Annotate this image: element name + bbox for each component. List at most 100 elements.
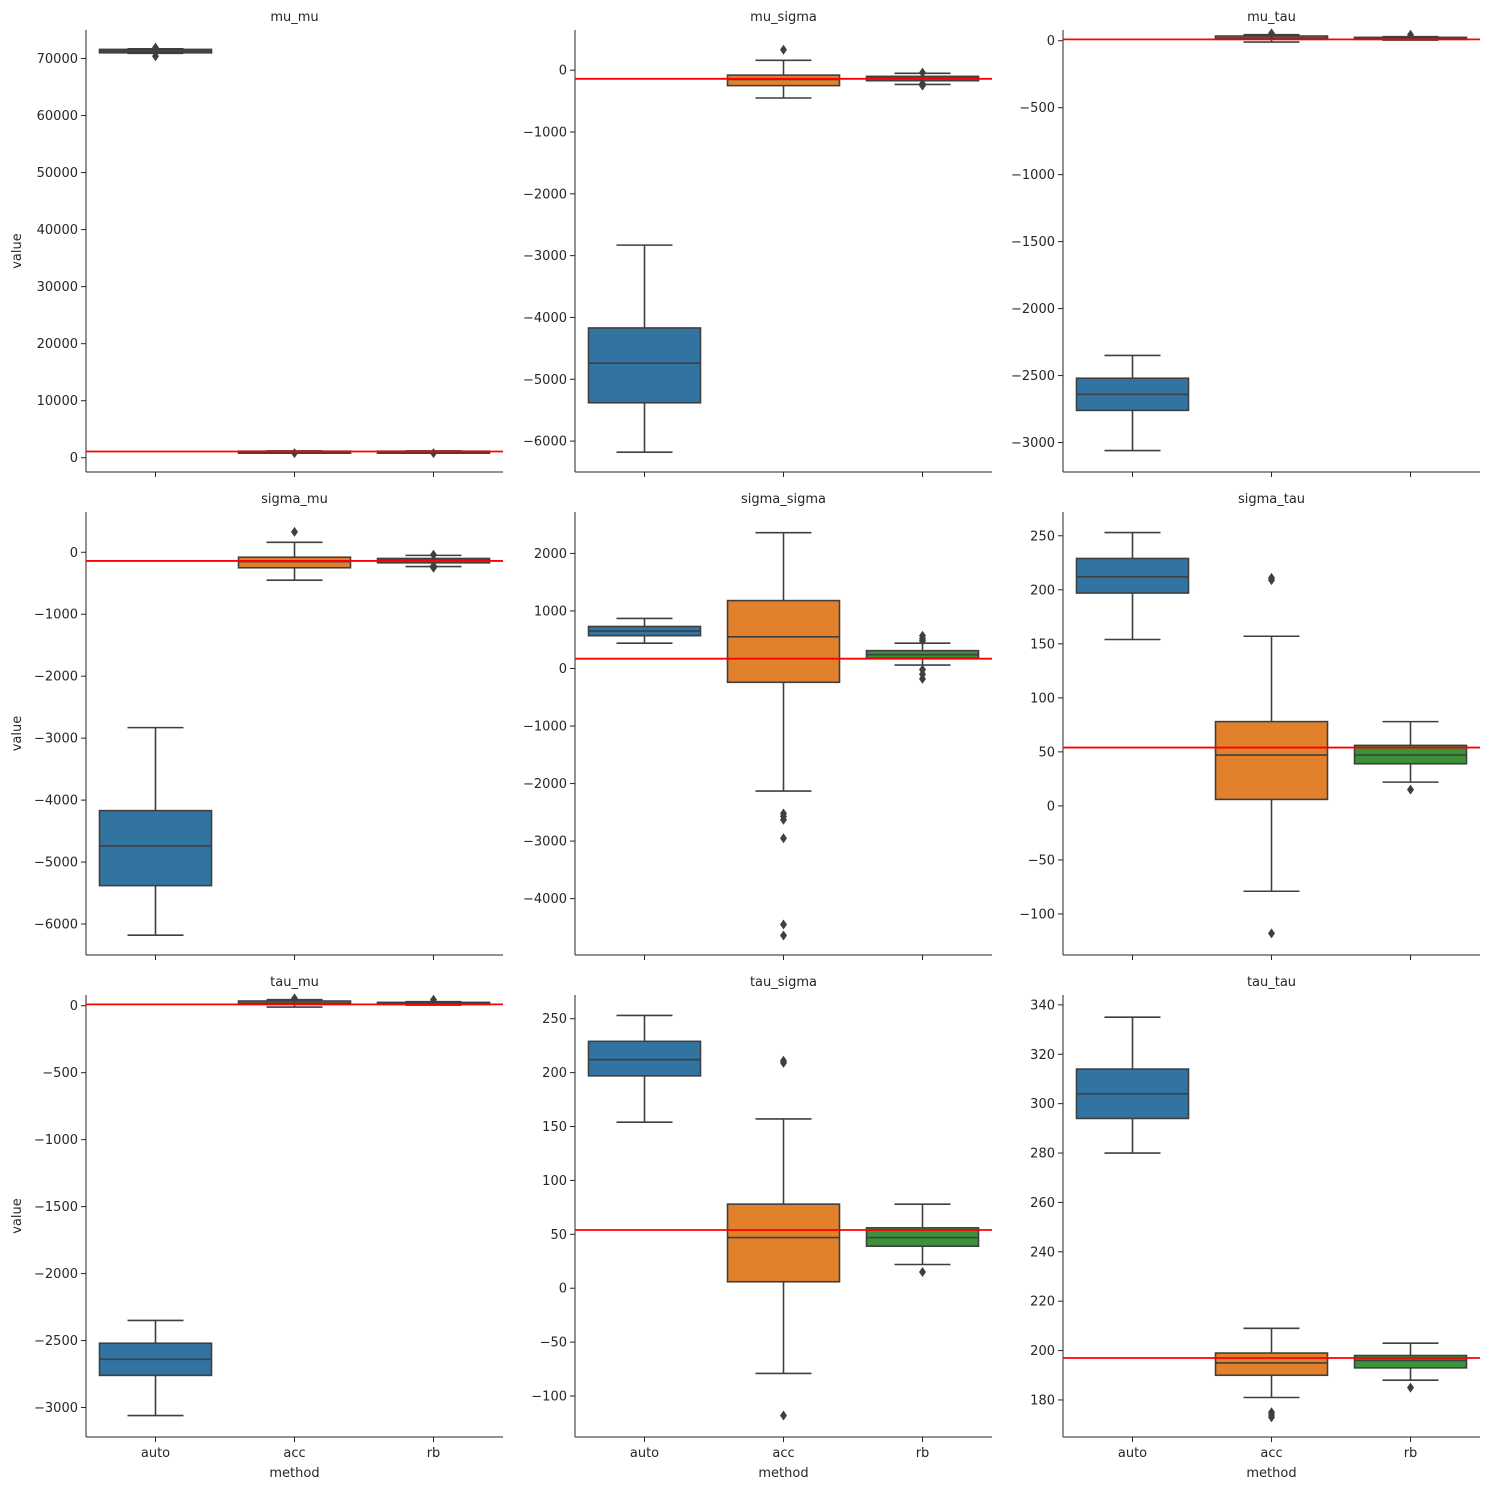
outlier-point [919, 78, 926, 89]
y-tick-label: −3000 [523, 249, 567, 264]
outlier-point [780, 814, 787, 825]
iqr-box [726, 599, 841, 684]
box-acc [1214, 572, 1329, 939]
subplot-tau_sigma: tau_sigma −100 −50 0 50 100 150 200 250 auto acc rb… [531, 975, 992, 1481]
y-tick-label: −1000 [1011, 168, 1055, 183]
y-tick-label: −1000 [523, 720, 567, 735]
y-axis-label: value [10, 716, 25, 752]
outlier-point [919, 673, 926, 684]
box-rb [1353, 720, 1468, 795]
y-tick-label: −3000 [1011, 436, 1055, 451]
y-tick-label: −5000 [523, 373, 567, 388]
box-auto [1075, 354, 1190, 452]
y-tick-label: 220 [1030, 1295, 1055, 1310]
y-tick-label: 280 [1030, 1147, 1055, 1162]
subplot-title: sigma_tau [1238, 492, 1305, 507]
box-auto [1075, 1016, 1190, 1154]
subplot-title: sigma_mu [261, 492, 328, 507]
box-acc [1214, 1327, 1329, 1423]
y-tick-label: −2000 [34, 1267, 78, 1282]
y-tick-label: 200 [1030, 583, 1055, 598]
y-axis-label: value [10, 1198, 25, 1234]
y-tick-label: 0 [70, 999, 78, 1014]
y-tick-label: −6000 [523, 435, 567, 450]
iqr-box [587, 327, 702, 404]
outlier-point [291, 993, 298, 1004]
y-tick-label: 0 [1047, 799, 1055, 814]
outlier-point [291, 526, 298, 537]
y-tick-label: 0 [1047, 34, 1055, 49]
iqr-box [726, 1203, 841, 1283]
subplot-mu_mu: mu_mu 0 10000 20000 30000 40000 50000 60000 7000… [10, 10, 503, 477]
x-axis-label: method [1246, 1466, 1296, 1481]
outlier-point [152, 42, 159, 53]
subplot-title: tau_tau [1247, 975, 1296, 990]
y-tick-label: 200 [1030, 1344, 1055, 1359]
y-tick-label: 150 [1030, 637, 1055, 652]
y-tick-label: 150 [542, 1120, 567, 1135]
outlier-point [152, 51, 159, 62]
box-acc [726, 1055, 841, 1421]
outlier-point [1407, 29, 1414, 40]
iqr-box [237, 556, 352, 569]
subplot-tau_mu: tau_mu −3000 −2500 −2000 −1500 −1000 −500 0 auto… [10, 975, 503, 1481]
y-tick-label: 30000 [37, 280, 78, 295]
outlier-point [1268, 928, 1275, 939]
y-tick-label: −3000 [34, 1401, 78, 1416]
y-tick-label: −500 [42, 1066, 78, 1081]
y-tick-label: −500 [1019, 101, 1055, 116]
y-tick-label: −4000 [523, 311, 567, 326]
outlier-point [780, 44, 787, 55]
x-axis-label: method [758, 1466, 808, 1481]
y-tick-label: 70000 [37, 52, 78, 67]
x-tick-label-auto: auto [1118, 1446, 1147, 1461]
subplot-mu_sigma: mu_sigma −6000 −5000 −4000 −3000 −2000 −1000 0 [523, 10, 992, 477]
subplot-title: tau_sigma [750, 975, 817, 990]
subplot-sigma_mu: sigma_mu −6000 −5000 −4000 −3000 −2000 −1000 0 v… [10, 492, 503, 960]
y-tick-label: 0 [70, 451, 78, 466]
x-tick-label-rb: rb [916, 1446, 930, 1461]
y-tick-label: 50 [550, 1228, 567, 1243]
y-tick-label: 340 [1030, 998, 1055, 1013]
outlier-point [1268, 572, 1275, 583]
x-tick-label-rb: rb [427, 1446, 441, 1461]
box-rb [1353, 1342, 1468, 1393]
y-tick-label: −50 [540, 1336, 567, 1351]
y-tick-label: 1000 [534, 604, 567, 619]
y-tick-label: 240 [1030, 1245, 1055, 1260]
outlier-point [430, 994, 437, 1005]
subplot-mu_tau: mu_tau −3000 −2500 −2000 −1500 −1000 −500 0 [1011, 10, 1480, 477]
box-auto [587, 244, 702, 454]
subplot-sigma_sigma: sigma_sigma −4000 −3000 −2000 −1000 0 1000 2000 [523, 492, 992, 960]
y-tick-label: −2000 [1011, 302, 1055, 317]
iqr-box [726, 74, 841, 87]
subplot-title: mu_mu [270, 10, 318, 25]
box-acc [726, 44, 841, 99]
y-tick-label: 300 [1030, 1097, 1055, 1112]
x-tick-label-acc: acc [1260, 1446, 1282, 1461]
iqr-box [1214, 1352, 1329, 1377]
subplot-title: mu_sigma [750, 10, 817, 25]
x-tick-label-auto: auto [141, 1446, 170, 1461]
iqr-box [1075, 557, 1190, 594]
y-axis-label: value [10, 233, 25, 269]
subplot-title: mu_tau [1247, 10, 1296, 25]
y-tick-label: −4000 [34, 794, 78, 809]
y-tick-label: 2000 [534, 547, 567, 562]
y-tick-label: −100 [1019, 907, 1055, 922]
y-tick-label: −1000 [34, 608, 78, 623]
outlier-point [1407, 1382, 1414, 1393]
outlier-point [430, 549, 437, 560]
y-tick-label: 180 [1030, 1393, 1055, 1408]
y-tick-label: −1000 [34, 1133, 78, 1148]
y-tick-label: 0 [70, 546, 78, 561]
y-tick-label: −2000 [34, 670, 78, 685]
x-tick-label-auto: auto [630, 1446, 659, 1461]
box-rb [865, 1203, 980, 1278]
outlier-point [780, 1055, 787, 1066]
iqr-box [1214, 720, 1329, 801]
outlier-point [1407, 784, 1414, 795]
outlier-point [430, 560, 437, 571]
outlier-point [919, 1267, 926, 1278]
outlier-point [780, 930, 787, 941]
